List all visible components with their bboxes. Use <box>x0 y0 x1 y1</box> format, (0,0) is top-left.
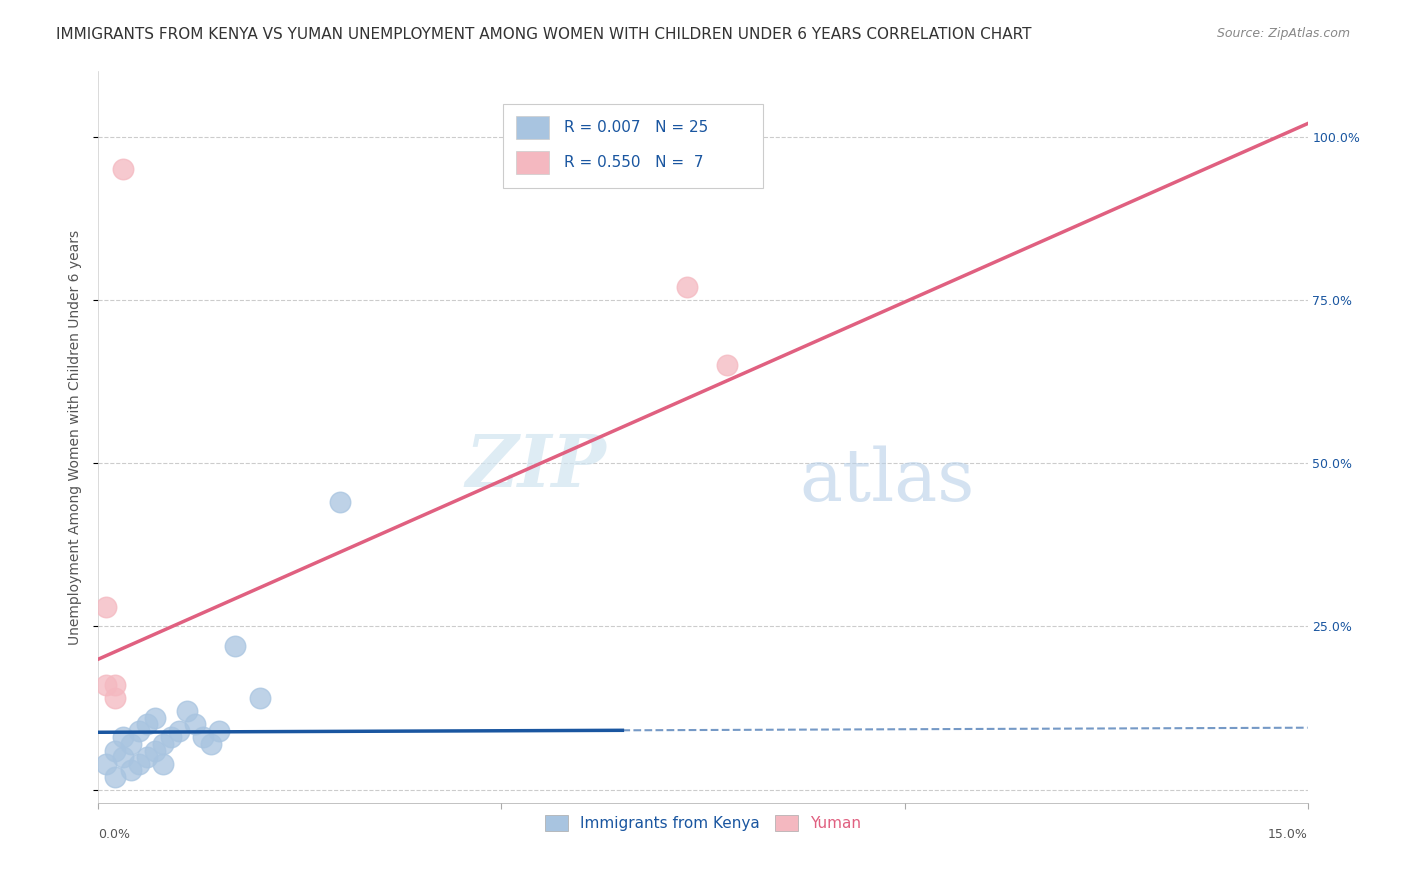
FancyBboxPatch shape <box>503 104 763 188</box>
FancyBboxPatch shape <box>516 116 550 139</box>
Point <box>208 723 231 738</box>
Text: 0.0%: 0.0% <box>98 829 131 841</box>
Point <box>103 691 125 706</box>
Point <box>120 737 142 751</box>
Point <box>143 743 166 757</box>
Point <box>111 162 134 177</box>
Point <box>160 731 183 745</box>
Point <box>96 599 118 614</box>
Point <box>135 750 157 764</box>
Point <box>128 723 150 738</box>
Point <box>200 737 222 751</box>
Point <box>329 495 352 509</box>
Point <box>103 770 125 784</box>
Point <box>103 743 125 757</box>
Point <box>111 750 134 764</box>
Point <box>167 723 190 738</box>
Point <box>111 731 134 745</box>
Legend: Immigrants from Kenya, Yuman: Immigrants from Kenya, Yuman <box>537 808 869 839</box>
Point <box>128 756 150 771</box>
Text: Source: ZipAtlas.com: Source: ZipAtlas.com <box>1216 27 1350 40</box>
Point <box>103 678 125 692</box>
Text: R = 0.550   N =  7: R = 0.550 N = 7 <box>564 155 703 170</box>
Point <box>176 705 198 719</box>
Point <box>96 678 118 692</box>
Text: ZIP: ZIP <box>465 431 606 502</box>
Point <box>716 358 738 372</box>
Point <box>96 756 118 771</box>
Point <box>184 717 207 731</box>
Point <box>152 737 174 751</box>
Point <box>249 691 271 706</box>
Text: atlas: atlas <box>800 446 976 516</box>
Y-axis label: Unemployment Among Women with Children Under 6 years: Unemployment Among Women with Children U… <box>69 229 83 645</box>
Point <box>676 280 699 294</box>
Point <box>152 756 174 771</box>
Point <box>120 763 142 777</box>
Point <box>135 717 157 731</box>
Point <box>193 731 215 745</box>
Text: IMMIGRANTS FROM KENYA VS YUMAN UNEMPLOYMENT AMONG WOMEN WITH CHILDREN UNDER 6 YE: IMMIGRANTS FROM KENYA VS YUMAN UNEMPLOYM… <box>56 27 1032 42</box>
Text: 15.0%: 15.0% <box>1268 829 1308 841</box>
Point <box>143 711 166 725</box>
FancyBboxPatch shape <box>516 151 550 175</box>
Point <box>224 639 246 653</box>
Text: R = 0.007   N = 25: R = 0.007 N = 25 <box>564 120 709 136</box>
